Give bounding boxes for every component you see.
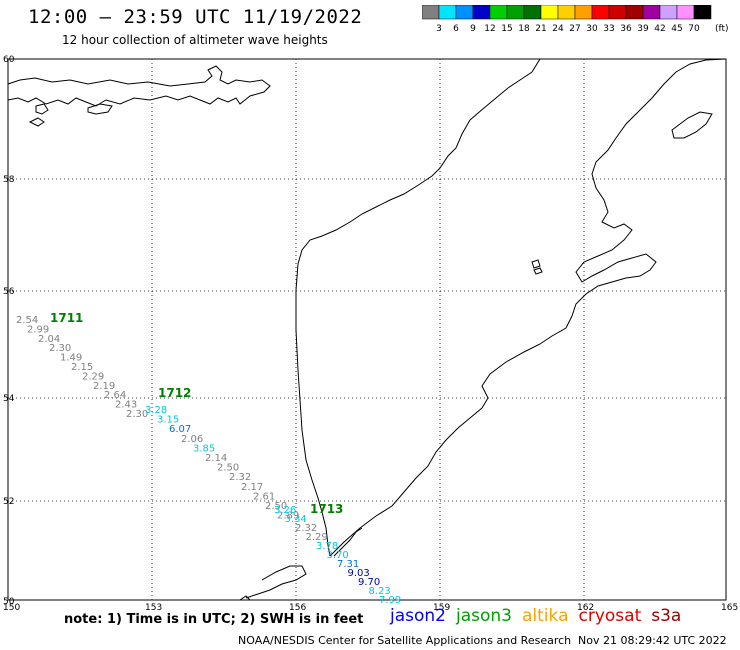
swh-value-label: 2.15 <box>71 362 93 373</box>
colorbar-label: 15 <box>501 24 512 34</box>
swh-value-label: 2.17 <box>241 482 263 493</box>
swh-value-label: 2.50 <box>217 463 239 474</box>
colorbar-label: 27 <box>569 24 580 34</box>
mission-s3a: s3a <box>651 606 682 626</box>
island-3 <box>28 117 45 127</box>
y-tick-60: 60 <box>3 55 15 65</box>
swh-value-label: 2.30 <box>49 343 71 354</box>
swh-value-label: 1.49 <box>60 353 82 364</box>
karaginsky-island <box>671 111 713 139</box>
y-tick-58: 58 <box>3 175 15 185</box>
island-2 <box>87 103 113 115</box>
colorbar-label: 18 <box>518 24 530 34</box>
colorbar-label: 21 <box>535 24 546 34</box>
swh-value-label: 2.54 <box>16 315 38 326</box>
swh-value-label: 3.34 <box>285 514 307 525</box>
island-4 <box>531 259 541 269</box>
colorbar-label: 6 <box>453 24 459 34</box>
x-tick-153: 153 <box>145 603 162 613</box>
gridlines <box>8 59 726 600</box>
swh-value-label: 7.31 <box>337 559 359 570</box>
swh-value-label: 2.61 <box>253 491 275 502</box>
y-tick-52: 52 <box>3 497 14 507</box>
colorbar-label: 36 <box>620 24 632 34</box>
island-5 <box>533 267 543 275</box>
y-tick-54: 54 <box>3 394 15 404</box>
island-1 <box>35 103 49 115</box>
swh-value-label: 9.03 <box>348 568 370 579</box>
swh-value-label: 2.32 <box>295 523 317 534</box>
swh-value-label: 8.23 <box>369 586 391 597</box>
y-tick-50: 50 <box>3 597 15 607</box>
colorbar-label: 33 <box>603 24 614 34</box>
track-labels: 2.542.992.042.301.492.152.292.192.642.43… <box>16 311 401 606</box>
swh-value-label: 2.19 <box>93 381 115 392</box>
colorbar-label: 45 <box>671 24 682 34</box>
swh-value-label: 7.99 <box>379 595 401 606</box>
page-subtitle: 12 hour collection of altimeter wave hei… <box>62 33 328 47</box>
swh-value-label: 3.15 <box>157 415 179 426</box>
x-tick-150: 150 <box>3 603 20 613</box>
swh-value-label: 2.29 <box>306 532 328 543</box>
colorbar-label: 24 <box>552 24 564 34</box>
swh-value-label: 2.04 <box>38 334 60 345</box>
kamchatka-east-coast <box>329 58 727 557</box>
swh-value-label: 2.50 <box>265 501 287 512</box>
mission-jason3: jason3 <box>456 606 512 626</box>
swh-value-label: 2.43 <box>115 400 137 411</box>
x-tick-159: 159 <box>433 603 450 613</box>
footer-note: note: 1) Time is in UTC; 2) SWH is in fe… <box>64 612 364 627</box>
swh-value-label: 3.85 <box>193 443 215 454</box>
swh-value-label: 2.99 <box>27 324 49 335</box>
swh-value-label: 2.32 <box>229 472 251 483</box>
mission-jason2: jason2 <box>390 606 446 626</box>
colorbar-label: 9 <box>470 24 476 34</box>
colorbar-label: 30 <box>586 24 598 34</box>
plot-frame <box>7 58 727 601</box>
swh-value-label: 2.06 <box>181 434 203 445</box>
footer-timestamp: Nov 21 08:29:42 UTC 2022 <box>578 634 727 647</box>
kamchatka-west-coast <box>295 58 541 557</box>
y-tick-56: 56 <box>3 287 15 297</box>
colorbar-label: 42 <box>654 24 665 34</box>
colorbar-label: 12 <box>484 24 495 34</box>
colorbar-swatch <box>693 5 712 20</box>
swh-value-label: 3.26 <box>274 505 296 516</box>
x-tick-156: 156 <box>289 603 306 613</box>
colorbar-unit: (ft) <box>715 24 729 34</box>
swh-value-label: 2.30 <box>126 409 148 420</box>
page-title: 12:00 – 23:59 UTC 11/19/2022 <box>28 6 363 28</box>
swh-value-label: 3.70 <box>327 550 349 561</box>
swh-value-label: 3.28 <box>145 405 167 416</box>
swh-value-label: 2.64 <box>104 390 126 401</box>
footer-credit: NOAA/NESDIS Center for Satellite Applica… <box>238 634 572 647</box>
kuril-islands <box>245 527 363 599</box>
x-tick-162: 162 <box>577 603 594 613</box>
swh-value-label: 9.70 <box>358 577 380 588</box>
mission-altika: altika <box>522 606 569 626</box>
swh-value-label: 2.14 <box>205 453 227 464</box>
colorbar-label: 70 <box>688 24 700 34</box>
kuril-island-2 <box>239 595 251 601</box>
swh-value-label: 2.29 <box>82 371 104 382</box>
mission-legend: jason2 jason3 altika cryosat s3a <box>390 606 691 626</box>
x-tick-165: 165 <box>721 603 738 613</box>
pass-time-label: 1712 <box>158 386 191 400</box>
mission-cryosat: cryosat <box>578 606 642 626</box>
coastlines <box>7 58 727 601</box>
swh-value-label: 3.78 <box>316 541 338 552</box>
pass-time-label: 1713 <box>310 502 343 516</box>
colorbar-legend: 3 6 9 12 15 18 21 24 27 30 33 36 39 42 45 70 (ft) <box>422 5 729 34</box>
swh-value-label: 2.89 <box>277 511 299 522</box>
pass-time-label: 1711 <box>50 311 83 325</box>
colorbar-label: 3 <box>436 24 442 34</box>
north-coast <box>7 65 271 107</box>
swh-value-label: 6.07 <box>169 424 191 435</box>
colorbar-label: 39 <box>637 24 649 34</box>
